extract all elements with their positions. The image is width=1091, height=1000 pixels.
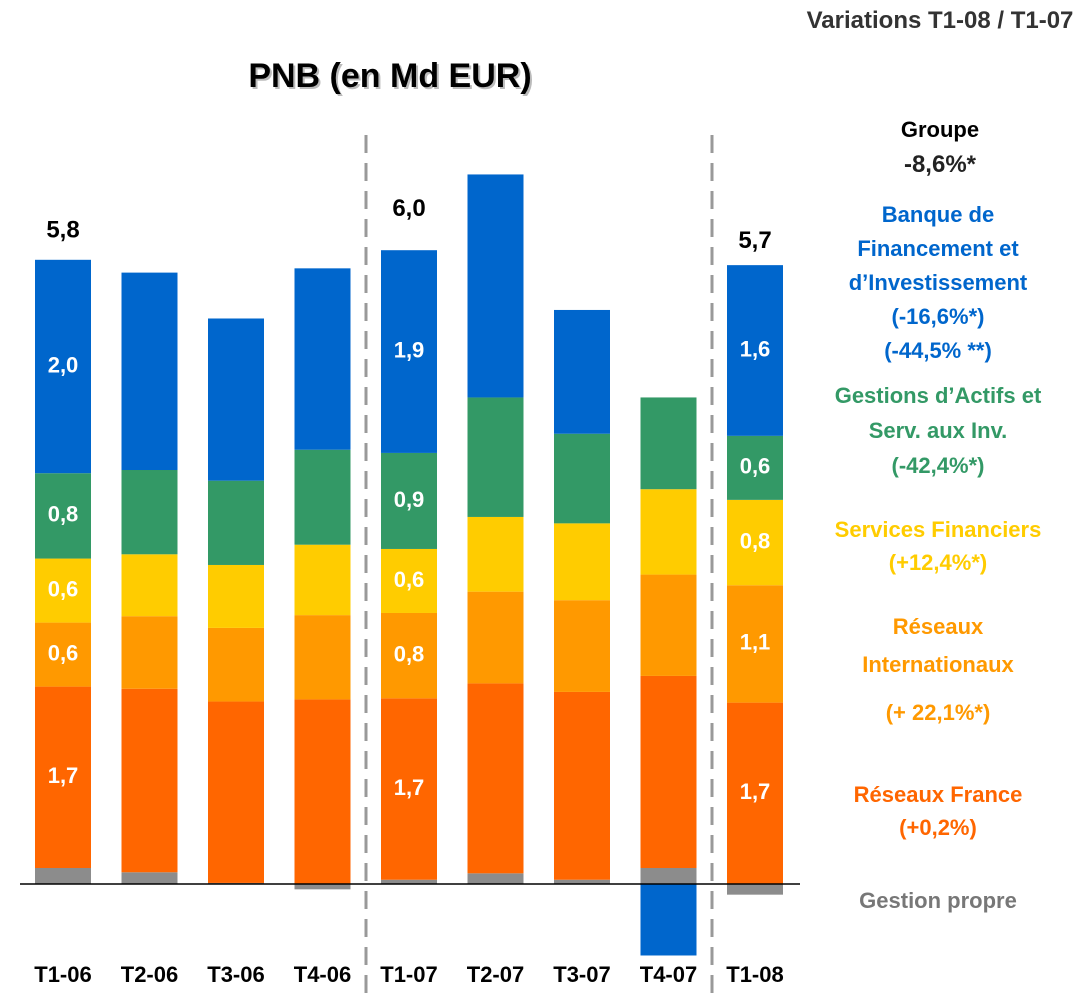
x-tick-label: T3-07 xyxy=(553,962,610,987)
bar-segment xyxy=(381,452,437,549)
value-label: 0,9 xyxy=(394,487,425,512)
bar-segment xyxy=(727,499,783,586)
bar-segment xyxy=(467,873,524,884)
bar-segment xyxy=(727,702,783,884)
x-tick-label: T1-07 xyxy=(380,962,437,987)
bar-segment xyxy=(381,612,437,699)
bar-segment xyxy=(208,564,264,628)
bar-segment xyxy=(208,318,264,481)
bar-segment xyxy=(727,435,783,500)
bar-segment xyxy=(294,699,351,884)
bar-segment xyxy=(640,867,697,884)
bar-segment xyxy=(294,544,351,616)
total-label: 5,8 xyxy=(46,216,79,243)
value-label: 0,8 xyxy=(394,641,425,666)
value-label: 0,8 xyxy=(48,502,79,527)
legend-name: Réseaux France xyxy=(853,782,1023,807)
bar-segment xyxy=(467,397,524,517)
x-tick-label: T1-06 xyxy=(34,962,91,987)
bar-segment xyxy=(35,622,91,687)
legend-variation: (-44,5% **) xyxy=(884,338,992,363)
bar-segment xyxy=(208,627,264,702)
bar-segment xyxy=(121,872,178,884)
bar-segment xyxy=(727,884,783,895)
bar-segment xyxy=(35,473,91,559)
bar-segment xyxy=(294,884,351,890)
bar-segment xyxy=(640,397,697,490)
value-label: 1,7 xyxy=(394,775,425,800)
legend-variation: (-16,6%*) xyxy=(891,304,985,329)
bar-segment xyxy=(381,879,437,884)
legend-name: Gestions d’Actifs et Serv. aux Inv. xyxy=(834,383,1042,443)
value-label: 2,0 xyxy=(48,352,79,377)
bar-segment xyxy=(554,600,610,692)
bar-segment xyxy=(208,480,264,565)
variations-title: Variations T1-08 / T1-07 xyxy=(806,7,1074,34)
bar-segment xyxy=(640,489,697,575)
bar-segment xyxy=(467,174,524,398)
value-label: 0,6 xyxy=(48,640,79,665)
value-label: 1,1 xyxy=(740,630,771,655)
bar-segment xyxy=(554,309,610,434)
bar-segment xyxy=(121,688,178,873)
bar-segment xyxy=(727,585,783,703)
legend-variation: (+12,4%*) xyxy=(888,550,988,575)
group-variation: -8,6%* xyxy=(903,151,977,178)
legend-variation: (+0,2%) xyxy=(899,815,977,840)
bar-segment xyxy=(35,259,91,474)
x-tick-label: T4-06 xyxy=(294,962,351,987)
chart-title-shadow: PNB (en Md EUR) xyxy=(250,59,533,97)
x-tick-label: T3-06 xyxy=(207,962,264,987)
bar-segment xyxy=(35,558,91,623)
bar-segment xyxy=(467,683,524,874)
legend-name: Services Financiers xyxy=(834,517,1042,542)
value-label: 1,6 xyxy=(740,336,771,361)
bar-segment xyxy=(467,516,524,592)
bar-segment xyxy=(381,250,437,453)
bar-segment xyxy=(554,691,610,880)
bar-segment xyxy=(640,675,697,868)
legend-variation: (-42,4%*) xyxy=(891,453,985,478)
bar-segment xyxy=(121,470,178,555)
x-tick-label: T2-06 xyxy=(121,962,178,987)
legend-name: Banque de Financement et d’Investissemen… xyxy=(848,202,1028,295)
bar-segment xyxy=(640,574,697,676)
bar-segment xyxy=(121,616,178,689)
value-label: 0,6 xyxy=(48,576,79,601)
bar-segment xyxy=(554,523,610,601)
bar-segment xyxy=(294,268,351,450)
bar-segment xyxy=(294,449,351,545)
bar-segment xyxy=(727,265,783,436)
legend-variation: (+ 22,1%*) xyxy=(885,700,991,725)
x-tick-label: T4-07 xyxy=(640,962,697,987)
bar-segment xyxy=(121,554,178,617)
value-label: 0,8 xyxy=(740,528,771,553)
value-label: 0,6 xyxy=(394,567,425,592)
bar-segment xyxy=(208,701,264,883)
bar-segment xyxy=(381,698,437,880)
x-tick-label: T2-07 xyxy=(467,962,524,987)
value-label: 1,7 xyxy=(740,779,771,804)
bar-segment xyxy=(554,433,610,524)
total-label: 5,7 xyxy=(738,227,771,254)
bar-segment xyxy=(294,615,351,700)
chart-title: PNB (en Md EUR) xyxy=(248,57,531,95)
bar-segment xyxy=(121,272,178,471)
value-label: 1,7 xyxy=(48,763,79,788)
value-label: 1,9 xyxy=(394,337,425,362)
bar-segment xyxy=(35,686,91,868)
bar-segment xyxy=(467,591,524,684)
legend-name: Gestion propre xyxy=(859,888,1017,913)
bar-segment xyxy=(554,879,610,884)
bar-segment xyxy=(381,548,437,613)
x-tick-label: T1-08 xyxy=(726,962,783,987)
bar-segment xyxy=(640,884,697,956)
group-label: Groupe xyxy=(900,117,980,142)
legend-name: Réseaux Internationaux xyxy=(862,614,1014,677)
value-label: 0,6 xyxy=(740,454,771,479)
total-label: 6,0 xyxy=(392,195,425,222)
bar-segment xyxy=(35,867,91,884)
